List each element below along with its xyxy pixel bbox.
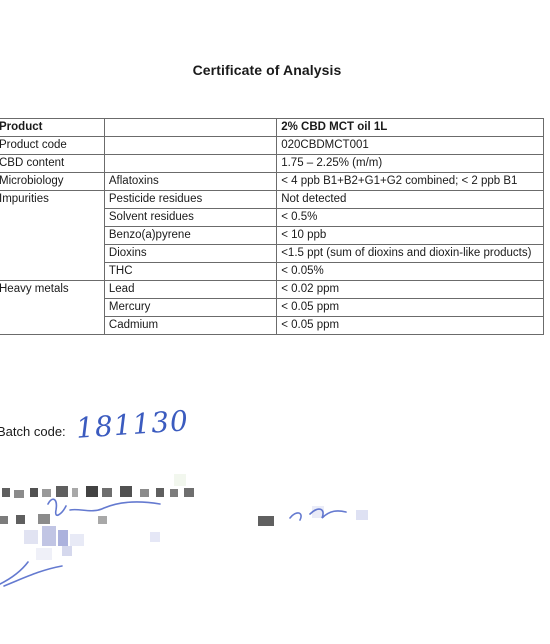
table-cell: [103, 118, 278, 137]
batch-code-label: Batch code:: [0, 424, 66, 439]
table-row: Product code 020CBDMCT001: [0, 136, 544, 155]
table-cell: Not detected: [276, 190, 544, 209]
table-cell: [103, 154, 278, 173]
table-cell: Impurities: [0, 190, 105, 209]
table-row: Benzo(a)pyrene < 10 ppb: [0, 226, 544, 245]
handwritten-signature-strokes: [0, 498, 347, 587]
table-cell: Pesticide residues: [103, 190, 278, 209]
table-cell: < 0.02 ppm: [276, 280, 544, 299]
table-cell: Dioxins: [103, 244, 278, 263]
table-row: Heavy metals Lead < 0.02 ppm: [0, 280, 544, 299]
table-cell: Benzo(a)pyrene: [103, 226, 278, 245]
table-cell: Heavy metals: [0, 280, 105, 299]
table-cell: [0, 298, 105, 317]
table-cell: Product: [0, 118, 105, 137]
table-cell: [0, 208, 105, 227]
table-cell: < 4 ppb B1+B2+G1+G2 combined; < 2 ppb B1: [276, 172, 544, 191]
pixelated-text-block: [0, 486, 274, 526]
table-cell: Product code: [0, 136, 105, 155]
table-row: Cadmium < 0.05 ppm: [0, 316, 544, 335]
pixelated-color-block: [24, 474, 368, 560]
table-cell: < 10 ppb: [276, 226, 544, 245]
table-cell: [0, 262, 105, 281]
table-row: THC < 0.05%: [0, 262, 544, 281]
table-row: Impurities Pesticide residues Not detect…: [0, 190, 544, 209]
table-cell: [0, 226, 105, 245]
table-cell: Cadmium: [103, 316, 278, 335]
table-cell: [103, 136, 278, 155]
table-row: Microbiology Aflatoxins < 4 ppb B1+B2+G1…: [0, 172, 544, 191]
table-cell: Aflatoxins: [103, 172, 278, 191]
table-cell: 1.75 – 2.25% (m/m): [276, 154, 544, 173]
table-row: Dioxins <1.5 ppt (sum of dioxins and dio…: [0, 244, 544, 263]
table-row: CBD content 1.75 – 2.25% (m/m): [0, 154, 544, 173]
table-cell: < 0.5%: [276, 208, 544, 227]
table-cell: [0, 244, 105, 263]
table-cell: CBD content: [0, 154, 105, 173]
table-cell: < 0.05%: [276, 262, 544, 281]
redacted-signature-area: [0, 474, 368, 587]
table-cell: < 0.05 ppm: [276, 316, 544, 335]
analysis-table: Product 2% CBD MCT oil 1L Product code 0…: [0, 118, 544, 335]
table-cell: Lead: [103, 280, 278, 299]
table-row: Mercury < 0.05 ppm: [0, 298, 544, 317]
table-cell: < 0.05 ppm: [276, 298, 544, 317]
table-cell: 020CBDMCT001: [276, 136, 544, 155]
table-cell: THC: [103, 262, 278, 281]
table-cell: <1.5 ppt (sum of dioxins and dioxin-like…: [276, 244, 544, 263]
table-row: Solvent residues < 0.5%: [0, 208, 544, 227]
document-title: Certificate of Analysis: [192, 62, 342, 78]
table-cell: [0, 316, 105, 335]
table-cell: 2% CBD MCT oil 1L: [276, 118, 544, 137]
table-cell: Microbiology: [0, 172, 105, 191]
table-row: Product 2% CBD MCT oil 1L: [0, 118, 544, 137]
batch-code-handwritten: 181130: [74, 404, 190, 445]
table-cell: Mercury: [103, 298, 278, 317]
table-cell: Solvent residues: [103, 208, 278, 227]
